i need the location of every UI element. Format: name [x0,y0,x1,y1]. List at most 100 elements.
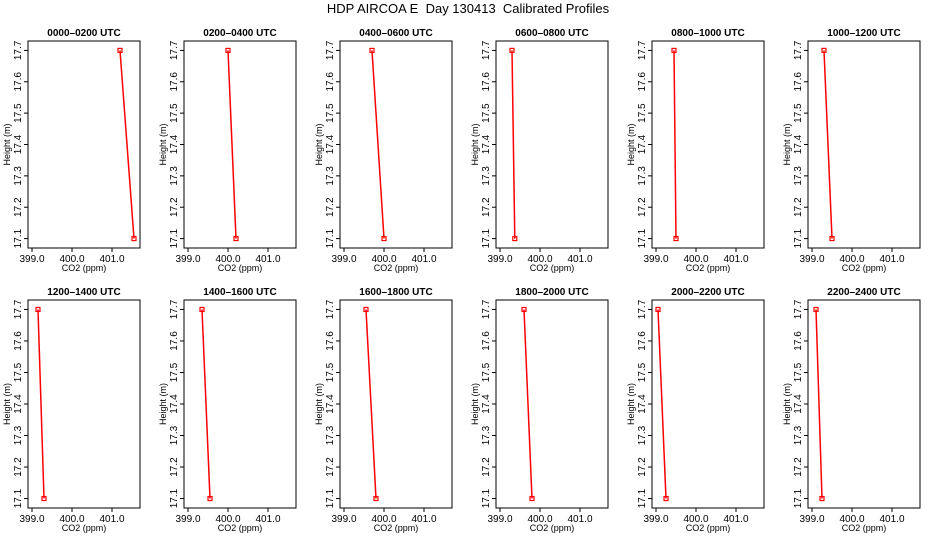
x-axis-label: CO2 (ppm) [530,263,575,273]
x-tick-label: 399.0 [799,514,824,525]
y-tick-label: 17.3 [637,166,648,186]
y-tick-label: 17.7 [169,40,180,60]
panel-11: 2000–2200 UTC 399.0 400.0 401.0 17.1 17.2 17.3… [626,287,765,533]
series-line [371,50,385,239]
plot-frame [651,299,765,509]
x-tick-label: 399.0 [799,254,824,265]
y-tick-label: 17.3 [481,166,492,186]
panel-title: 1800–2000 UTC [515,287,588,298]
y-tick-label: 17.7 [169,299,180,319]
y-tick-label: 17.1 [325,488,336,508]
x-tick-label: 400.0 [839,254,864,265]
data-point [819,495,825,502]
x-tick-label: 399.0 [643,254,668,265]
x-tick-label: 401.0 [411,254,436,265]
y-axis-label: Height (m) [626,123,636,165]
x-tick-label: 401.0 [567,514,592,525]
y-tick-label: 17.7 [13,40,24,60]
x-tick-label: 401.0 [255,254,280,265]
plot-frame [27,40,141,249]
y-tick-label: 17.5 [325,103,336,123]
y-axis-label: Height (m) [314,383,324,425]
y-tick-label: 17.7 [637,299,648,319]
data-point [813,306,819,313]
data-point [131,235,137,242]
panel-5: 0800–1000 UTC 399.0 400.0 401.0 17.1 17.2 17.3… [626,28,765,273]
x-tick-label: 399.0 [331,254,356,265]
y-tick-label: 17.1 [169,488,180,508]
x-tick-label: 400.0 [371,254,396,265]
data-point [369,47,375,54]
y-tick-label: 17.2 [481,457,492,477]
y-tick-label: 17.1 [637,228,648,248]
data-point [829,235,835,242]
y-tick-label: 17.4 [13,134,24,154]
data-point [512,235,518,242]
y-axis-label: Height (m) [470,383,480,425]
y-tick-label: 17.1 [481,228,492,248]
series-line [227,50,237,239]
y-tick-label: 17.3 [13,425,24,445]
y-tick-label: 17.3 [793,166,804,186]
panel-1: 0000–0200 UTC 399.0 400.0 401.0 17.1 17.2 17.3… [2,28,141,273]
data-point [233,235,239,242]
series-line [657,309,667,499]
y-tick-label: 17.3 [325,166,336,186]
x-tick-label: 401.0 [255,514,280,525]
y-tick-label: 17.1 [13,488,24,508]
panel-2: 0200–0400 UTC 399.0 400.0 401.0 17.1 17.2 17.3… [158,28,297,273]
y-tick-label: 17.4 [325,134,336,154]
x-axis-label: CO2 (ppm) [218,523,263,533]
panel-title: 0600–0800 UTC [515,28,588,39]
panel-8: 1400–1600 UTC 399.0 400.0 401.0 17.1 17.2 17.3… [158,287,297,533]
x-axis-label: CO2 (ppm) [62,263,107,273]
y-tick-label: 17.5 [793,103,804,123]
y-tick-label: 17.4 [637,134,648,154]
y-tick-label: 17.6 [325,72,336,92]
panel-title: 1000–1200 UTC [827,28,900,39]
y-tick-label: 17.1 [793,488,804,508]
y-tick-label: 17.6 [637,72,648,92]
y-tick-label: 17.1 [169,228,180,248]
x-tick-label: 400.0 [59,254,84,265]
y-tick-label: 17.5 [325,362,336,382]
y-tick-label: 17.2 [793,197,804,217]
x-tick-label: 401.0 [723,514,748,525]
panel-7: 1200–1400 UTC 399.0 400.0 401.0 17.1 17.2 17.3… [2,287,141,533]
y-axis-label: Height (m) [2,383,12,425]
y-tick-label: 17.3 [13,166,24,186]
y-tick-label: 17.1 [793,228,804,248]
x-axis-label: CO2 (ppm) [686,263,731,273]
data-point [225,47,231,54]
x-tick-label: 400.0 [839,514,864,525]
panel-title: 1600–1800 UTC [359,287,432,298]
y-tick-label: 17.6 [793,72,804,92]
y-tick-label: 17.4 [325,394,336,414]
y-tick-label: 17.2 [481,197,492,217]
y-tick-label: 17.6 [793,331,804,351]
y-tick-label: 17.3 [325,425,336,445]
x-axis-label: CO2 (ppm) [842,523,887,533]
y-tick-label: 17.4 [637,394,648,414]
y-tick-label: 17.5 [13,103,24,123]
x-tick-label: 400.0 [527,514,552,525]
y-tick-label: 17.4 [481,134,492,154]
data-point [655,306,661,313]
y-tick-label: 17.5 [793,362,804,382]
y-tick-label: 17.1 [325,228,336,248]
y-tick-label: 17.2 [169,457,180,477]
y-tick-label: 17.2 [637,457,648,477]
panel-10: 1800–2000 UTC 399.0 400.0 401.0 17.1 17.2 17.3… [470,287,609,533]
y-tick-label: 17.2 [637,197,648,217]
series-line [815,309,823,499]
y-tick-label: 17.2 [13,457,24,477]
y-tick-label: 17.5 [481,362,492,382]
y-tick-label: 17.4 [481,394,492,414]
panel-12: 2200–2400 UTC 399.0 400.0 401.0 17.1 17.2 17.3… [782,287,921,533]
y-tick-label: 17.5 [637,103,648,123]
panel-title: 0400–0600 UTC [359,28,432,39]
y-tick-label: 17.6 [481,331,492,351]
plot-frame [807,299,921,509]
